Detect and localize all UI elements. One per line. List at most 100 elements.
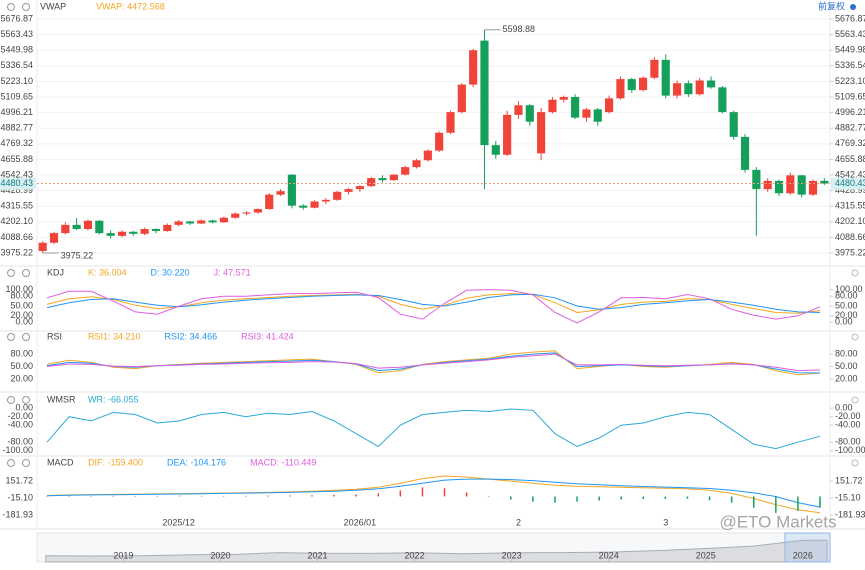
y-tick-label: 4088.66 bbox=[0, 232, 33, 242]
x-tick-label: 3 bbox=[663, 517, 668, 527]
candle-body bbox=[140, 228, 149, 234]
histogram-bar bbox=[532, 496, 534, 502]
panel-title: RSI bbox=[47, 331, 62, 341]
candle-body bbox=[333, 191, 342, 200]
y-tick-label: 4428.99 bbox=[835, 185, 865, 195]
navigator-year-label: 2023 bbox=[502, 550, 522, 560]
panel-title: KDJ bbox=[47, 267, 64, 277]
candle-body bbox=[49, 233, 59, 243]
histogram-bar bbox=[333, 494, 335, 497]
settings-icon[interactable] bbox=[7, 333, 15, 341]
y-tick-label: 80.00 bbox=[835, 291, 858, 301]
histogram-bar bbox=[377, 493, 380, 497]
candle-body bbox=[684, 83, 693, 95]
visibility-icon[interactable] bbox=[22, 3, 30, 11]
legend-entry: DIF: -159.400 bbox=[88, 457, 143, 467]
x-tick-label: 2025/12 bbox=[162, 517, 195, 527]
candle-body bbox=[231, 213, 240, 218]
visibility-icon[interactable] bbox=[22, 396, 30, 404]
candle-body bbox=[378, 178, 387, 181]
candle-body bbox=[423, 150, 432, 161]
candle-body bbox=[786, 175, 795, 194]
navigator-year-label: 2026 bbox=[793, 550, 813, 560]
histogram-bar bbox=[267, 495, 269, 497]
y-tick-label: 50.00 bbox=[10, 361, 33, 371]
histogram-bar bbox=[134, 495, 137, 497]
histogram-bar bbox=[355, 494, 357, 497]
candle-body bbox=[106, 233, 115, 236]
y-tick-label: 20.00 bbox=[10, 310, 33, 320]
navigator-window[interactable] bbox=[784, 532, 831, 563]
navigator-year-label: 2021 bbox=[307, 550, 327, 560]
visibility-icon[interactable] bbox=[22, 269, 30, 277]
candle-body bbox=[503, 114, 512, 155]
settings-icon[interactable] bbox=[7, 396, 15, 404]
histogram-bar bbox=[200, 495, 203, 497]
last-price-label: 4480.43 bbox=[0, 178, 33, 188]
histogram-bar bbox=[421, 487, 424, 497]
navigator-year-label: 2025 bbox=[696, 550, 716, 560]
navigator-area bbox=[45, 539, 828, 563]
candle-body bbox=[287, 174, 296, 206]
expand-icon[interactable] bbox=[851, 459, 859, 467]
candle-body bbox=[571, 96, 580, 118]
y-tick-label: -20.00 bbox=[7, 411, 33, 421]
histogram-bar bbox=[730, 496, 733, 503]
histogram-bar bbox=[510, 496, 512, 500]
histogram-bar bbox=[178, 495, 181, 497]
panel-title: WMSR bbox=[47, 394, 76, 404]
candle-body bbox=[752, 169, 761, 190]
candle-body bbox=[559, 96, 568, 100]
visibility-icon[interactable] bbox=[22, 459, 30, 467]
dropdown-icon[interactable] bbox=[850, 4, 856, 10]
legend-entry: D: 30.220 bbox=[151, 267, 190, 277]
y-tick-label: 4655.88 bbox=[835, 154, 865, 164]
histogram-bar bbox=[708, 496, 711, 501]
navigator-year-label: 2019 bbox=[113, 550, 133, 560]
visibility-icon[interactable] bbox=[22, 333, 30, 341]
y-tick-label: 20.00 bbox=[835, 310, 858, 320]
y-tick-label: 100.00 bbox=[835, 284, 863, 294]
settings-icon[interactable] bbox=[7, 3, 15, 11]
candle-body bbox=[253, 209, 262, 213]
expand-icon[interactable] bbox=[851, 333, 859, 341]
settings-icon[interactable] bbox=[7, 459, 15, 467]
indicator-line bbox=[46, 289, 821, 324]
low-annotation: 3975.22 bbox=[61, 250, 94, 260]
histogram-bar bbox=[752, 496, 755, 508]
adjust-button[interactable]: 前复权 bbox=[818, 0, 845, 11]
y-tick-label: 0.00 bbox=[835, 403, 853, 413]
y-tick-label: 50.00 bbox=[10, 300, 33, 310]
y-tick-label: 100.00 bbox=[5, 284, 33, 294]
y-tick-label: 4769.32 bbox=[0, 138, 33, 148]
histogram-bar bbox=[598, 496, 600, 501]
histogram-bar bbox=[465, 492, 468, 497]
y-tick-label: 80.00 bbox=[10, 349, 33, 359]
candle-body bbox=[548, 99, 557, 113]
candle-body bbox=[480, 40, 489, 146]
candle-body bbox=[197, 220, 206, 224]
candle-body bbox=[355, 186, 364, 190]
legend-entry: RSI1: 34.210 bbox=[88, 331, 141, 341]
histogram-bar bbox=[222, 495, 225, 497]
histogram-bar bbox=[90, 495, 92, 497]
candle-body bbox=[706, 80, 716, 88]
expand-icon[interactable] bbox=[851, 396, 859, 404]
y-tick-label: 0.00 bbox=[835, 317, 853, 327]
histogram-bar bbox=[686, 496, 689, 499]
histogram-bar bbox=[443, 488, 446, 497]
y-tick-label: 5676.87 bbox=[0, 13, 33, 23]
candle-body bbox=[321, 199, 330, 202]
histogram-bar bbox=[819, 496, 821, 508]
settings-icon[interactable] bbox=[7, 269, 15, 277]
y-tick-label: 0.00 bbox=[15, 403, 33, 413]
navigator-year-label: 2024 bbox=[599, 550, 619, 560]
indicator-line bbox=[46, 408, 821, 450]
high-annotation: 5598.88 bbox=[502, 24, 535, 34]
candle-body bbox=[537, 112, 546, 154]
legend-entry: RSI2: 34.466 bbox=[165, 331, 218, 341]
y-tick-label: 151.72 bbox=[5, 475, 33, 485]
y-tick-label: 4996.21 bbox=[835, 107, 865, 117]
expand-icon[interactable] bbox=[851, 269, 859, 277]
y-tick-label: -80.00 bbox=[7, 437, 33, 447]
